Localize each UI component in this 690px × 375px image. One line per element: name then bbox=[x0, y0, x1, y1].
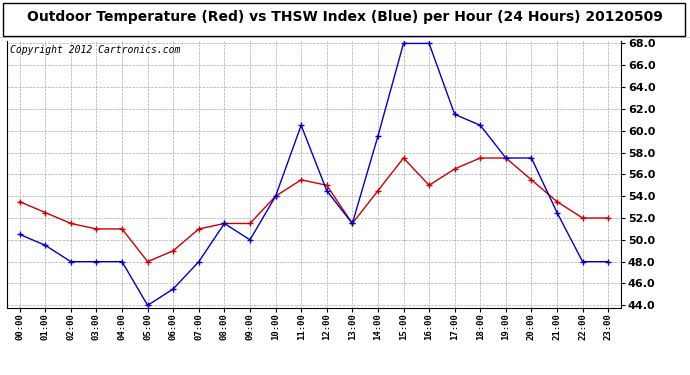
Text: Outdoor Temperature (Red) vs THSW Index (Blue) per Hour (24 Hours) 20120509: Outdoor Temperature (Red) vs THSW Index … bbox=[27, 10, 663, 24]
Text: Copyright 2012 Cartronics.com: Copyright 2012 Cartronics.com bbox=[10, 45, 180, 55]
